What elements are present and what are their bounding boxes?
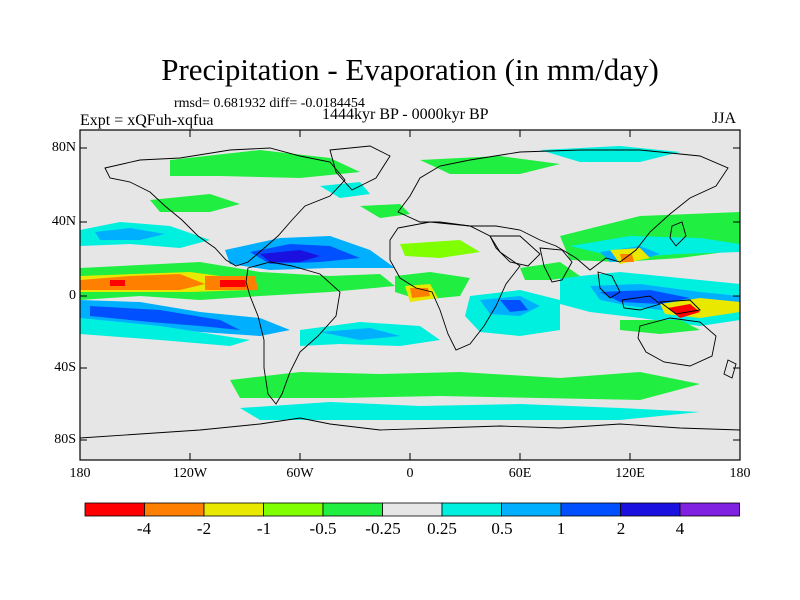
lon-label: 60E	[508, 466, 532, 481]
colorbar-label: 0.25	[427, 519, 457, 538]
colorbar	[84, 502, 740, 517]
colorbar-box	[501, 502, 562, 517]
axis-ticks	[80, 130, 740, 460]
pe-field	[80, 146, 740, 420]
colorbar-label: -4	[136, 519, 152, 538]
colorbar-label: -0.25	[365, 519, 401, 538]
colorbar-box	[322, 502, 383, 517]
colorbar-box	[382, 502, 443, 517]
colorbar-label: -1	[256, 519, 272, 538]
coastlines	[79, 145, 741, 439]
colorbar-box	[144, 502, 205, 517]
colorbar-box	[620, 502, 681, 517]
map-title: Precipitation - Evaporation (in mm/day)	[161, 52, 659, 87]
lon-label: 60W	[286, 466, 314, 481]
colorbar-box	[441, 502, 502, 517]
lon-label: 0	[406, 466, 414, 481]
lat-label: 80S	[54, 432, 76, 447]
lon-label: 120E	[615, 466, 645, 481]
lat-label: 0	[69, 288, 76, 303]
lon-label: 180	[729, 466, 751, 481]
period-label: 1444kyr BP - 0000kyr BP	[322, 106, 489, 123]
colorbar-box	[679, 502, 740, 517]
lat-label: 40S	[54, 360, 76, 375]
lat-label: 40N	[51, 214, 76, 229]
colorbar-label: 1	[556, 519, 566, 538]
colorbar-label: 4	[675, 519, 685, 538]
colorbar-label: 2	[616, 519, 626, 538]
lat-label: 80N	[51, 140, 76, 155]
colorbar-box	[84, 502, 145, 517]
colorbar-box	[560, 502, 621, 517]
colorbar-label: -2	[196, 519, 212, 538]
colorbar-label: 0.5	[491, 519, 513, 538]
experiment-label: Expt = xQFuh-xqfua	[80, 112, 214, 129]
stats-text: rmsd= 0.681932 diff= -0.0184454	[174, 96, 365, 111]
colorbar-label: -0.5	[309, 519, 337, 538]
lon-label: 180	[69, 466, 91, 481]
colorbar-box	[263, 502, 324, 517]
colorbar-box	[203, 502, 264, 517]
season-label: JJA	[712, 110, 737, 127]
lon-label: 120W	[172, 466, 208, 481]
